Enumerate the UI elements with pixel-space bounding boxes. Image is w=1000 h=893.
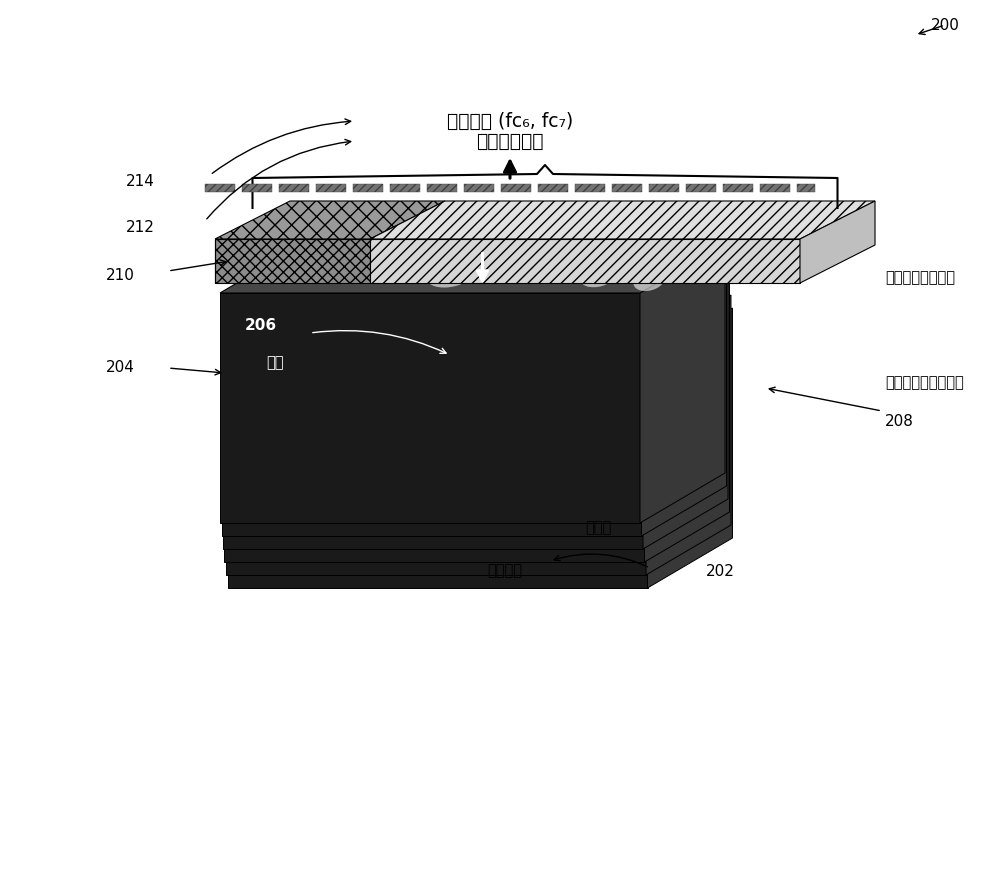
Ellipse shape	[580, 263, 617, 288]
Polygon shape	[228, 358, 648, 588]
Bar	[723, 184, 753, 192]
Polygon shape	[800, 201, 875, 283]
Text: 212: 212	[126, 221, 155, 236]
Polygon shape	[220, 293, 640, 523]
Ellipse shape	[425, 254, 478, 288]
Bar	[316, 184, 346, 192]
Ellipse shape	[633, 270, 665, 291]
Text: 第五卷积层的特征图: 第五卷积层的特征图	[885, 375, 964, 390]
Polygon shape	[640, 243, 725, 523]
Bar	[575, 184, 605, 192]
Polygon shape	[646, 295, 731, 575]
Polygon shape	[226, 345, 646, 575]
Polygon shape	[220, 243, 725, 293]
Bar	[353, 184, 383, 192]
Text: 固定长度表示: 固定长度表示	[476, 131, 544, 151]
Polygon shape	[215, 201, 445, 239]
Bar	[686, 184, 716, 192]
Polygon shape	[643, 269, 728, 549]
Text: 210: 210	[106, 268, 135, 282]
Polygon shape	[370, 201, 875, 239]
Text: 206: 206	[245, 318, 277, 332]
Text: 空间金字塔池化层: 空间金字塔池化层	[885, 271, 955, 286]
Ellipse shape	[633, 270, 665, 291]
Ellipse shape	[425, 254, 478, 288]
Bar	[205, 184, 235, 192]
Text: 214: 214	[126, 173, 155, 188]
Text: 输入图像: 输入图像	[488, 563, 522, 579]
Bar	[760, 184, 790, 192]
Polygon shape	[224, 332, 644, 562]
Text: 202: 202	[706, 563, 734, 579]
Bar	[538, 184, 568, 192]
Bar	[279, 184, 309, 192]
Polygon shape	[222, 306, 642, 536]
Text: 204: 204	[106, 361, 135, 375]
Text: 208: 208	[885, 413, 914, 429]
Polygon shape	[644, 282, 730, 562]
Bar	[427, 184, 457, 192]
Polygon shape	[642, 256, 726, 536]
Text: 200: 200	[931, 18, 959, 32]
Ellipse shape	[306, 254, 336, 272]
Polygon shape	[370, 239, 800, 283]
Text: 窗口: 窗口	[266, 355, 284, 371]
Polygon shape	[223, 319, 643, 549]
Bar	[242, 184, 272, 192]
Text: 卷积层: 卷积层	[585, 521, 611, 536]
Text: 全连接层 (fc₆, fc₇): 全连接层 (fc₆, fc₇)	[447, 112, 573, 130]
Ellipse shape	[495, 257, 530, 280]
Bar	[390, 184, 420, 192]
Bar	[464, 184, 494, 192]
Polygon shape	[215, 239, 370, 283]
Ellipse shape	[580, 263, 617, 288]
Polygon shape	[648, 308, 732, 588]
Bar	[501, 184, 531, 192]
Bar	[649, 184, 679, 192]
Bar	[797, 184, 815, 192]
Bar	[612, 184, 642, 192]
Ellipse shape	[306, 254, 336, 272]
